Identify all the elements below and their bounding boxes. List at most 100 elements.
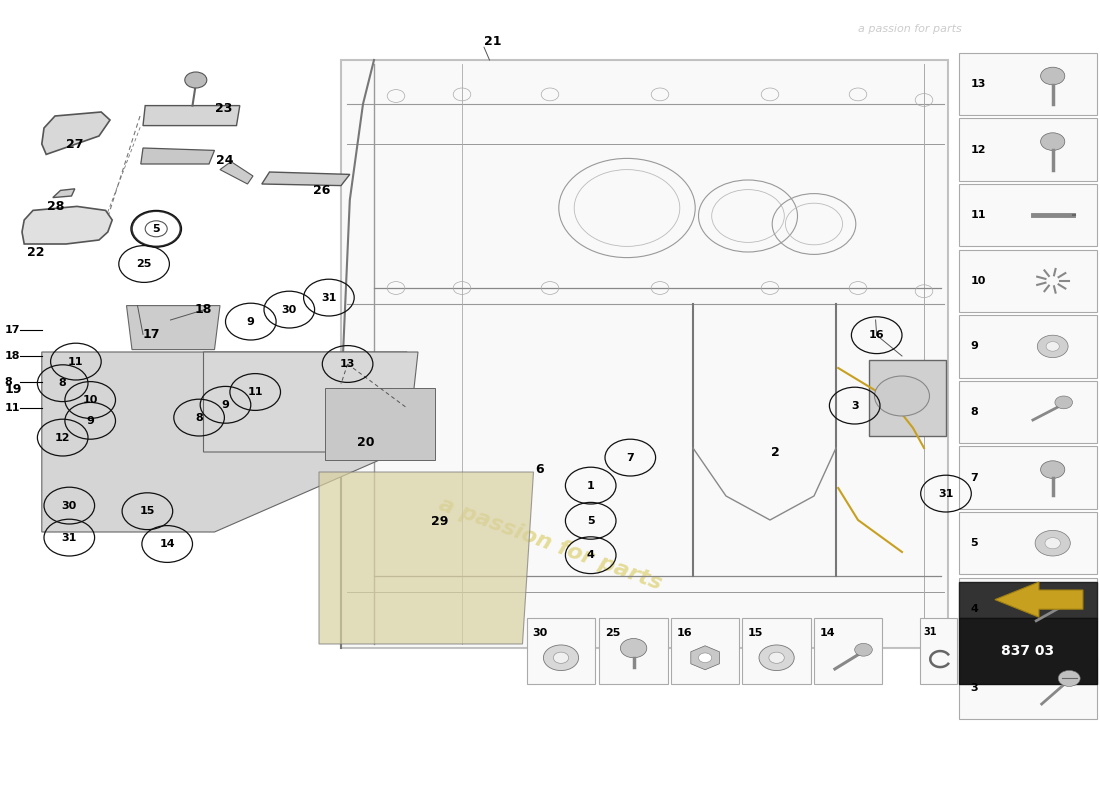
Text: 3: 3 xyxy=(851,401,858,410)
Text: 8: 8 xyxy=(4,377,12,386)
Text: 17: 17 xyxy=(4,325,20,334)
Text: 11: 11 xyxy=(68,357,84,366)
Bar xyxy=(959,315,1097,378)
Text: 19: 19 xyxy=(4,383,22,396)
Bar xyxy=(959,184,1097,246)
Bar xyxy=(959,446,1097,509)
Text: 15: 15 xyxy=(140,506,155,516)
Bar xyxy=(600,618,668,684)
Text: 14: 14 xyxy=(820,628,835,638)
Bar xyxy=(959,618,1097,684)
Text: 2: 2 xyxy=(771,446,780,459)
Bar xyxy=(959,657,1097,719)
Text: 7: 7 xyxy=(970,473,978,482)
Circle shape xyxy=(1041,67,1065,85)
Polygon shape xyxy=(42,112,110,154)
Circle shape xyxy=(1041,133,1065,150)
Text: 15: 15 xyxy=(748,628,763,638)
Text: 11: 11 xyxy=(248,387,263,397)
Text: 18: 18 xyxy=(195,303,212,316)
Text: 13: 13 xyxy=(970,79,986,89)
Circle shape xyxy=(1058,670,1080,686)
Circle shape xyxy=(553,652,569,663)
Bar xyxy=(814,618,882,684)
Circle shape xyxy=(1041,461,1065,478)
Text: a passion for parts: a passion for parts xyxy=(436,494,664,594)
Circle shape xyxy=(874,376,929,416)
Polygon shape xyxy=(22,206,112,244)
Text: 12: 12 xyxy=(970,145,986,154)
Circle shape xyxy=(1037,335,1068,358)
Text: 22: 22 xyxy=(28,246,45,258)
Text: 4: 4 xyxy=(970,604,978,614)
Text: 9: 9 xyxy=(970,342,978,351)
Text: 26: 26 xyxy=(314,184,331,197)
Text: 17: 17 xyxy=(143,328,161,341)
Text: 8: 8 xyxy=(195,413,204,422)
Text: 18: 18 xyxy=(4,351,20,361)
Polygon shape xyxy=(42,352,407,532)
Circle shape xyxy=(1045,538,1060,549)
Bar xyxy=(959,582,1097,618)
Text: 31: 31 xyxy=(923,626,936,637)
Text: 5: 5 xyxy=(970,538,978,548)
Bar xyxy=(527,618,595,684)
Bar xyxy=(959,578,1097,640)
Text: 25: 25 xyxy=(136,259,152,269)
Polygon shape xyxy=(341,60,948,648)
Polygon shape xyxy=(143,106,240,126)
Text: 28: 28 xyxy=(47,200,65,213)
Circle shape xyxy=(698,653,712,662)
Text: 20: 20 xyxy=(358,436,375,449)
Circle shape xyxy=(855,643,872,656)
Circle shape xyxy=(620,638,647,658)
Text: 3: 3 xyxy=(970,683,978,693)
Text: 11: 11 xyxy=(4,403,20,413)
Bar xyxy=(959,381,1097,443)
Text: 14: 14 xyxy=(160,539,175,549)
Polygon shape xyxy=(262,172,350,186)
Circle shape xyxy=(759,645,794,670)
Polygon shape xyxy=(691,646,719,670)
Polygon shape xyxy=(869,360,946,436)
Circle shape xyxy=(1046,342,1059,351)
Text: 23: 23 xyxy=(214,102,232,114)
Text: 27: 27 xyxy=(66,138,84,150)
Text: 11: 11 xyxy=(970,210,986,220)
Text: a passion for parts: a passion for parts xyxy=(858,24,961,34)
Polygon shape xyxy=(220,162,253,184)
Text: 8: 8 xyxy=(58,378,67,388)
Text: 24: 24 xyxy=(216,154,233,166)
Bar xyxy=(959,118,1097,181)
Text: 5: 5 xyxy=(587,516,594,526)
Text: 9: 9 xyxy=(86,416,95,426)
Text: 29: 29 xyxy=(431,515,449,528)
Polygon shape xyxy=(204,352,418,452)
Text: 30: 30 xyxy=(62,501,77,510)
Text: 31: 31 xyxy=(938,489,954,498)
Bar xyxy=(959,53,1097,115)
Circle shape xyxy=(1055,396,1072,409)
Polygon shape xyxy=(324,388,435,460)
Text: 10: 10 xyxy=(82,395,98,405)
Bar xyxy=(959,250,1097,312)
Circle shape xyxy=(543,645,579,670)
Text: 31: 31 xyxy=(62,533,77,542)
Polygon shape xyxy=(141,148,214,164)
Circle shape xyxy=(185,72,207,88)
Text: 7: 7 xyxy=(626,453,635,462)
Text: 16: 16 xyxy=(869,330,884,340)
Text: 5: 5 xyxy=(153,224,159,234)
Bar xyxy=(742,618,811,684)
Text: 30: 30 xyxy=(282,305,297,314)
Text: 13: 13 xyxy=(340,359,355,369)
Circle shape xyxy=(769,652,784,663)
Bar xyxy=(959,512,1097,574)
Text: 9: 9 xyxy=(221,400,230,410)
Text: 6: 6 xyxy=(536,463,544,476)
Polygon shape xyxy=(319,472,534,644)
Text: 31: 31 xyxy=(321,293,337,302)
Text: 12: 12 xyxy=(55,433,70,442)
Bar xyxy=(671,618,739,684)
Text: 9: 9 xyxy=(246,317,255,326)
